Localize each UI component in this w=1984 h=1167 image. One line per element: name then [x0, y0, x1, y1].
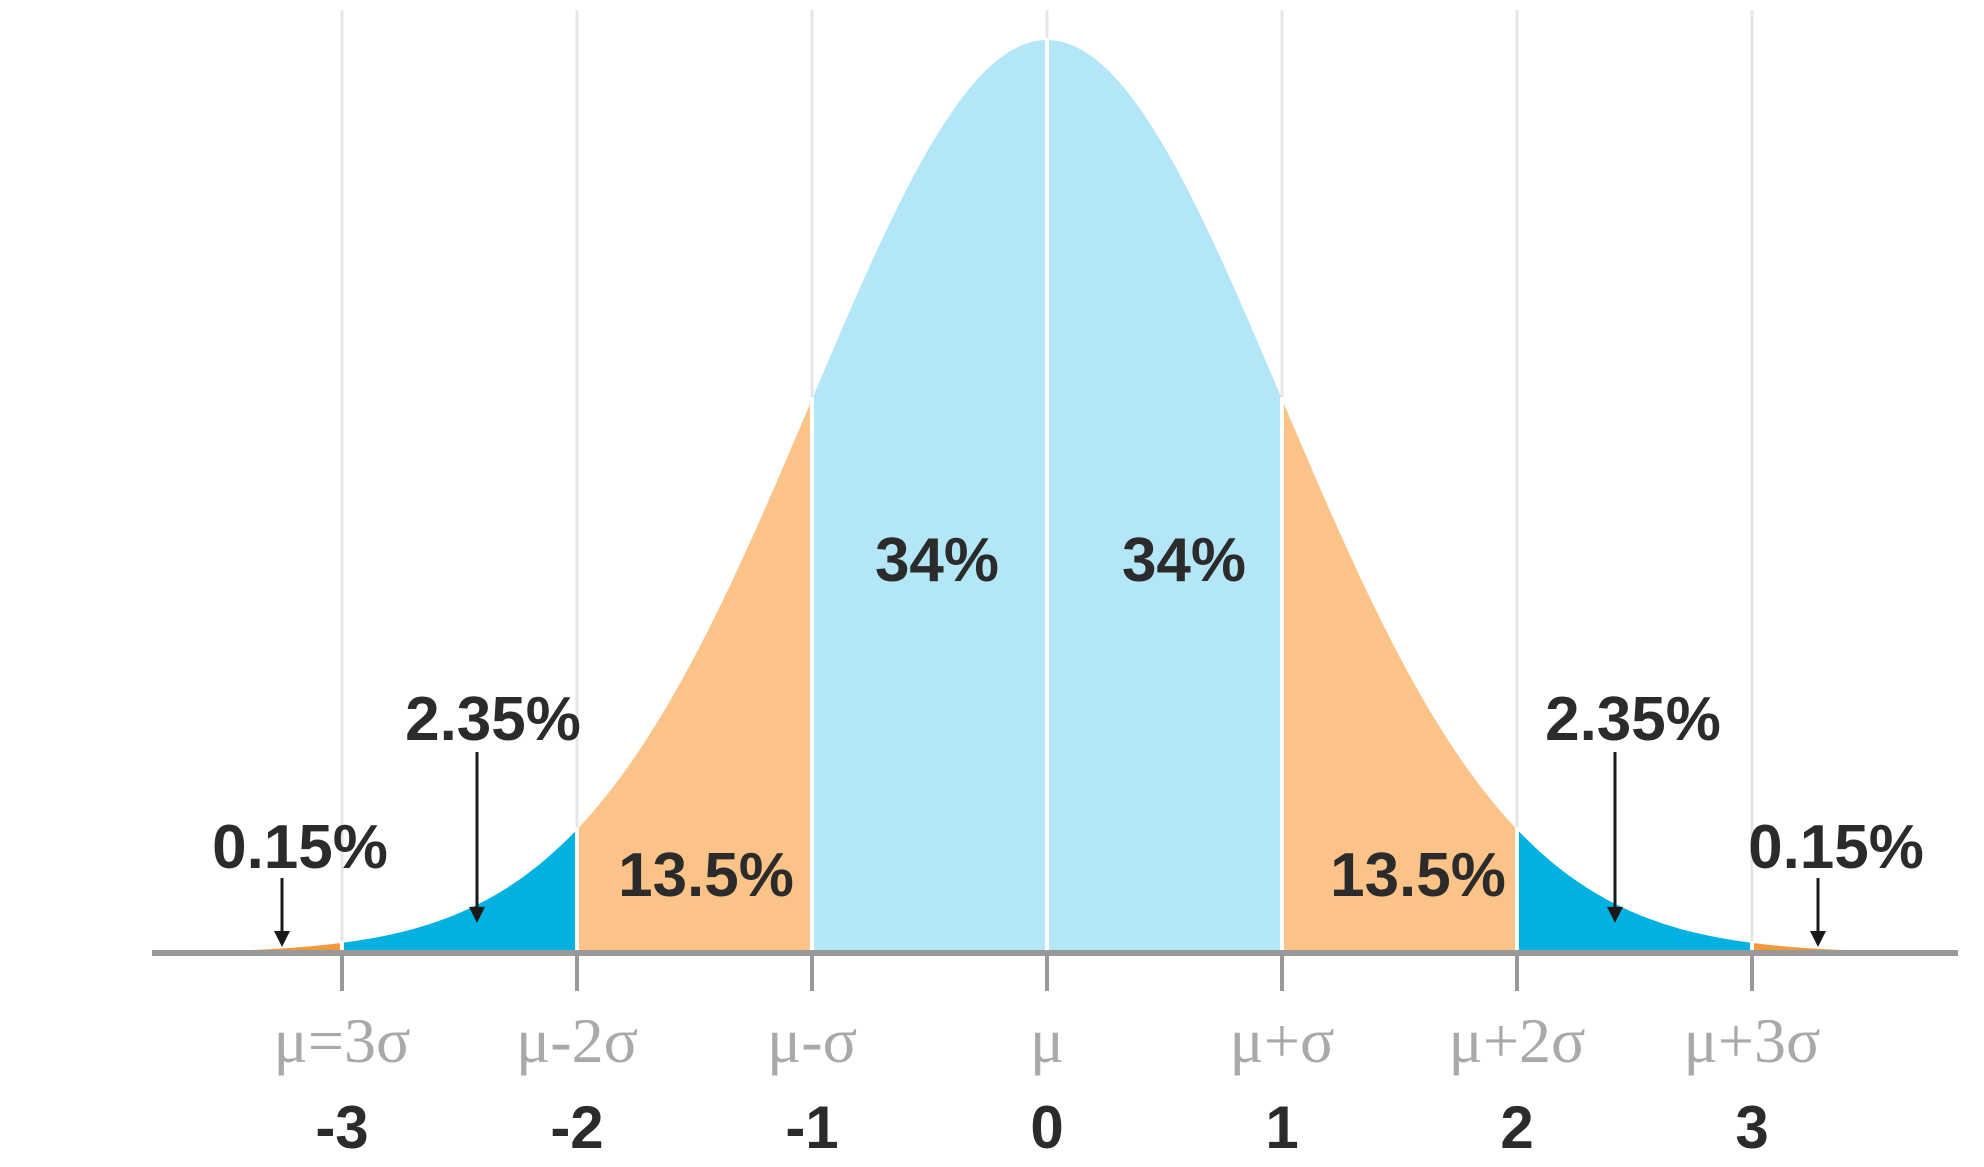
tick-value-5: 2	[1500, 1094, 1533, 1161]
region-label-1: 2.35%	[405, 685, 581, 754]
tick-value-2: -1	[785, 1094, 838, 1161]
region-label-2: 13.5%	[618, 841, 794, 910]
region-label-4: 34%	[1122, 526, 1246, 595]
tick-symbol-3: μ	[1030, 1005, 1064, 1076]
tick-symbol-4: μ+σ	[1230, 1005, 1335, 1076]
tick-value-0: -3	[315, 1094, 368, 1161]
callout-arrow-head-0	[274, 931, 290, 947]
region-area-1	[342, 829, 577, 953]
callout-arrow-head-1	[469, 906, 485, 923]
region-label-5: 13.5%	[1330, 841, 1506, 910]
tick-labels: μ=3σ -3 μ-2σ -2 μ-σ -1 μ 0 μ+σ 1 μ+2σ 2 μ+3σ 3	[274, 1005, 1821, 1161]
tick-value-1: -2	[550, 1094, 603, 1161]
region-label-3: 34%	[875, 526, 999, 595]
region-area-5	[1282, 399, 1517, 953]
region-area-2	[577, 399, 812, 953]
region-area-6	[1517, 829, 1752, 953]
region-label-7: 0.15%	[1748, 813, 1924, 882]
callout-arrow-head-6	[1607, 906, 1623, 923]
region-area-3	[812, 40, 1047, 953]
region-dividers	[340, 38, 1754, 953]
distribution-areas	[177, 40, 1917, 953]
tick-symbol-1: μ-2σ	[516, 1005, 638, 1076]
tick-symbol-2: μ-σ	[767, 1005, 857, 1076]
region-area-4	[1047, 40, 1282, 953]
region-label-0: 0.15%	[212, 813, 388, 882]
tick-value-6: 3	[1735, 1094, 1768, 1161]
tick-symbol-5: μ+2σ	[1449, 1005, 1586, 1076]
callout-arrows	[274, 752, 1826, 947]
tick-symbol-0: μ=3σ	[274, 1005, 411, 1076]
region-labels: 0.15%2.35%13.5%34% 34%13.5%2.35%0.15%	[212, 526, 1924, 910]
callout-arrow-head-7	[1810, 931, 1826, 947]
tick-symbol-6: μ+3σ	[1684, 1005, 1821, 1076]
tick-value-3: 0	[1030, 1094, 1063, 1161]
region-label-6: 2.35%	[1545, 685, 1721, 754]
x-axis	[152, 950, 1958, 991]
tick-value-4: 1	[1265, 1094, 1298, 1161]
